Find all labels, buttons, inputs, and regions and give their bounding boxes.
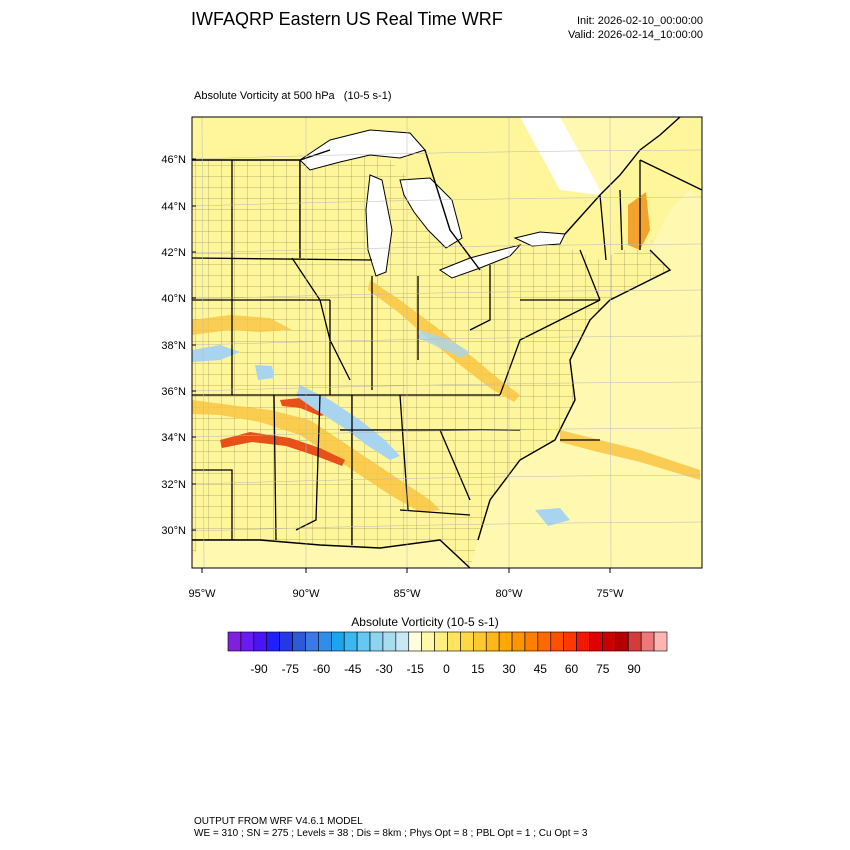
latitude-label: 44°N xyxy=(161,201,186,213)
colorbar-tick-label: 30 xyxy=(502,662,516,676)
canada-border xyxy=(192,117,702,271)
colorbar-swatch xyxy=(330,631,345,652)
colorbar-swatch xyxy=(511,631,526,652)
colorbar-swatch xyxy=(266,631,280,652)
latitude-labels: 46°N 44°N 42°N 40°N 38°N 36°N 34°N 32°N 30°N xyxy=(161,154,196,537)
colorbar-tick-label: 0 xyxy=(443,662,450,676)
colorbar-swatch xyxy=(279,631,293,652)
vorticity-band-new-england xyxy=(628,192,650,250)
colorbar xyxy=(227,631,668,652)
coastline xyxy=(192,249,672,568)
negative-vorticity-patch-1 xyxy=(296,385,400,460)
longitude-label: 90°W xyxy=(292,588,320,600)
colorbar-swatch xyxy=(473,631,487,652)
colorbar-swatch xyxy=(563,631,577,652)
colorbar-tick-label: -15 xyxy=(407,662,425,676)
colorbar-swatch xyxy=(305,631,319,652)
colorbar-swatch xyxy=(615,631,629,652)
graticule xyxy=(192,117,702,568)
colorbar-swatch xyxy=(356,631,371,652)
vorticity-band-atlantic xyxy=(560,430,700,480)
page-title: IWFAQRP Eastern US Real Time WRF xyxy=(191,9,503,29)
colorbar-tick-label: 60 xyxy=(565,662,579,676)
colorbar-swatch xyxy=(602,631,616,652)
negative-vorticity-patch-3 xyxy=(255,365,274,380)
latitude-label: 34°N xyxy=(161,432,186,444)
negative-vorticity-patch-4 xyxy=(535,508,570,526)
gulf-shading xyxy=(192,540,470,568)
colorbar-title: Absolute Vorticity (10-5 s-1) xyxy=(351,615,499,629)
model-footer: OUTPUT FROM WRF V4.6.1 MODEL WE = 310 ; … xyxy=(194,816,587,840)
latitude-label: 32°N xyxy=(161,479,186,491)
latitude-label: 46°N xyxy=(161,154,186,166)
run-times: Init: 2026-02-10_00:00:00 Valid: 2026-02… xyxy=(568,14,703,42)
colorbar-swatch xyxy=(576,631,590,652)
state-boundaries xyxy=(192,160,641,545)
colorbar-swatch xyxy=(395,631,410,652)
lake-ontario xyxy=(513,231,566,247)
colorbar-tick-label: -45 xyxy=(344,662,362,676)
lake-michigan xyxy=(365,174,393,277)
colorbar-swatch xyxy=(318,631,332,652)
colorbar-tick-label: 45 xyxy=(534,662,548,676)
colorbar-swatch xyxy=(640,631,655,652)
negative-vorticity-patch-5 xyxy=(418,330,470,358)
vorticity-band-northwest xyxy=(192,315,292,335)
lake-superior xyxy=(299,129,426,171)
map-panel xyxy=(192,117,702,568)
colorbar-tick-label: 75 xyxy=(596,662,610,676)
lake-erie xyxy=(438,244,522,279)
footer-line-1: OUTPUT FROM WRF V4.6.1 MODEL xyxy=(194,816,363,827)
vorticity-band-strong xyxy=(220,432,345,466)
colorbar-swatch xyxy=(240,631,255,652)
longitude-label: 95°W xyxy=(188,588,216,600)
colorbar-swatch xyxy=(460,631,474,652)
colorbar-tick-label: 15 xyxy=(471,662,485,676)
footer-line-2: WE = 310 ; SN = 275 ; Levels = 38 ; Dis … xyxy=(194,828,588,839)
colorbar-swatch xyxy=(408,631,422,652)
colorbar-swatch xyxy=(550,631,564,652)
colorbar-tick-labels: -90 -75 -60 -45 -30 -15 0 15 30 45 60 75 90 xyxy=(250,662,641,676)
colorbar-swatch xyxy=(447,631,461,652)
colorbar-swatch xyxy=(524,631,539,652)
colorbar-tick-label: -30 xyxy=(375,662,393,676)
latitude-label: 40°N xyxy=(161,293,186,305)
init-time: Init: 2026-02-10_00:00:00 xyxy=(577,15,703,27)
colorbar-tick-label: -60 xyxy=(313,662,331,676)
colorbar-swatch xyxy=(227,631,242,652)
longitude-labels: 95°W 90°W 85°W 80°W 75°W xyxy=(188,568,624,600)
colorbar-swatch xyxy=(485,631,500,652)
latitude-label: 38°N xyxy=(161,340,186,352)
field-label: Absolute Vorticity at 500 hPa (10-5 s-1) xyxy=(194,90,392,102)
latitude-label: 36°N xyxy=(161,386,186,398)
colorbar-tick-label: -75 xyxy=(282,662,300,676)
longitude-label: 80°W xyxy=(495,588,523,600)
vorticity-band-strong-2 xyxy=(280,398,330,416)
county-lines xyxy=(192,150,670,568)
colorbar-tick-label: -90 xyxy=(250,662,268,676)
colorbar-swatch xyxy=(498,631,513,652)
colorbar-swatch xyxy=(434,631,448,652)
canada-land xyxy=(192,117,702,270)
longitude-label: 85°W xyxy=(393,588,421,600)
colorbar-swatch xyxy=(421,631,435,652)
latitude-label: 30°N xyxy=(161,525,186,537)
colorbar-swatch xyxy=(253,631,268,652)
colorbar-swatch xyxy=(382,631,397,652)
colorbar-swatch xyxy=(653,631,668,652)
colorbar-swatch xyxy=(343,631,358,652)
latitude-label: 42°N xyxy=(161,247,186,259)
valid-time: Valid: 2026-02-14_10:00:00 xyxy=(568,29,703,41)
vorticity-band-southwest xyxy=(192,400,440,512)
colorbar-swatch xyxy=(292,631,306,652)
map-frame xyxy=(191,116,703,569)
longitude-label: 75°W xyxy=(596,588,624,600)
colorbar-swatch xyxy=(537,631,552,652)
negative-vorticity-patch-2 xyxy=(192,345,240,362)
colorbar-tick-label: 90 xyxy=(627,662,641,676)
colorbar-swatch xyxy=(589,631,603,652)
colorbar-swatch xyxy=(369,631,384,652)
colorbar-swatch xyxy=(627,631,642,652)
